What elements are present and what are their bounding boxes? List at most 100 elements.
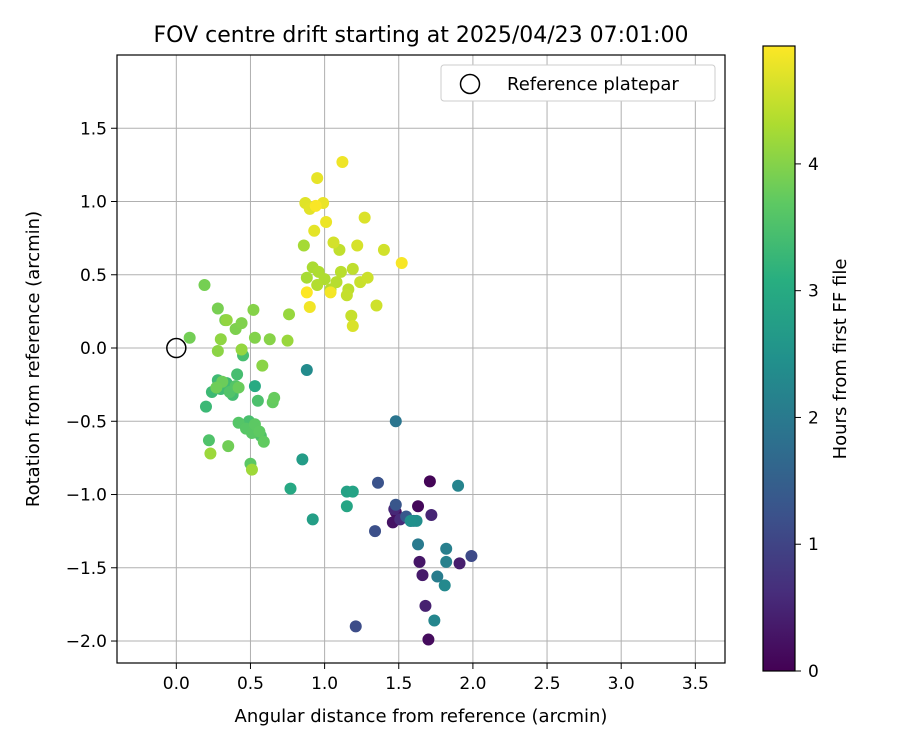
data-point (204, 447, 217, 460)
data-point (257, 435, 270, 448)
data-point (416, 569, 429, 582)
y-tick-label: −1.0 (66, 486, 107, 506)
x-axis-label: Angular distance from reference (arcmin) (235, 706, 608, 727)
data-point (413, 555, 426, 568)
data-point (210, 381, 223, 394)
data-point (199, 400, 212, 413)
y-ticks: −2.0 −1.5 −1.0 −0.5 0.0 0.5 1.0 1.5 (66, 119, 117, 652)
colorbar-gradient (762, 45, 796, 672)
data-point (247, 303, 260, 316)
data-point (303, 300, 316, 313)
x-tick-label: 3.0 (608, 674, 635, 694)
data-point (300, 271, 313, 284)
y-tick-label: 1.5 (80, 119, 107, 139)
data-point (281, 334, 294, 347)
data-point (311, 279, 324, 292)
data-point (183, 331, 196, 344)
data-point (232, 381, 245, 394)
data-point (220, 314, 233, 327)
data-points (183, 155, 478, 646)
x-tick-label: 3.5 (682, 674, 709, 694)
data-point (465, 550, 478, 563)
data-point (211, 344, 224, 357)
data-point (438, 579, 451, 592)
data-point (251, 394, 264, 407)
data-point (297, 239, 310, 252)
data-point (245, 463, 258, 476)
data-point (248, 380, 261, 393)
data-point (377, 243, 390, 256)
colorbar-label: Hours from first FF file (830, 259, 851, 460)
data-point (320, 216, 333, 229)
data-point (296, 453, 309, 466)
data-point (268, 391, 281, 404)
data-point (334, 265, 347, 278)
data-point (263, 333, 276, 346)
x-tick-label: 2.0 (459, 674, 486, 694)
y-tick-label: −2.0 (66, 632, 107, 652)
data-point (306, 513, 319, 526)
data-point (371, 476, 384, 489)
y-tick-label: 1.0 (80, 193, 107, 213)
data-point (431, 570, 444, 583)
chart-title: FOV centre drift starting at 2025/04/23 … (154, 23, 689, 48)
x-tick-label: 0.0 (163, 674, 190, 694)
data-point (440, 555, 453, 568)
y-tick-label: −1.5 (66, 559, 107, 579)
reference-platepar-marker (166, 337, 187, 359)
colorbar-tick-label: 3 (808, 282, 819, 302)
data-point (235, 317, 248, 330)
legend-box (440, 64, 716, 102)
data-point (358, 211, 371, 224)
data-point (222, 440, 235, 453)
x-tick-label: 1.5 (385, 674, 412, 694)
data-point (452, 479, 465, 492)
data-point (235, 343, 248, 356)
data-point (440, 542, 453, 555)
data-point (422, 633, 435, 646)
data-point (419, 599, 432, 612)
legend-entry-reference-platepar: Reference platepar (507, 74, 679, 95)
data-point (284, 482, 297, 495)
data-point (425, 509, 438, 522)
data-point (214, 333, 227, 346)
data-point (311, 172, 324, 185)
data-point (395, 257, 408, 270)
legend: Reference platepar (440, 64, 716, 102)
x-tick-label: 1.0 (311, 674, 338, 694)
colorbar-ticks: 0 1 2 3 4 (795, 155, 819, 682)
data-point (340, 289, 353, 302)
data-point (324, 286, 337, 299)
data-point (428, 614, 441, 627)
data-point (370, 299, 383, 312)
data-point (404, 514, 417, 527)
data-point (283, 308, 296, 321)
data-point (412, 500, 425, 513)
data-point (211, 302, 224, 315)
data-point (345, 309, 358, 322)
data-point (309, 199, 322, 212)
data-point (231, 368, 244, 381)
colorbar-tick-label: 2 (808, 408, 819, 428)
x-ticks: 0.0 0.5 1.0 1.5 2.0 2.5 3.0 3.5 (163, 663, 709, 694)
legend-reference-marker (459, 73, 481, 95)
y-tick-label: −0.5 (66, 412, 107, 432)
data-point (248, 331, 261, 344)
colorbar: 0 1 2 3 4 Hours from first FF file (762, 45, 851, 682)
data-point (389, 415, 402, 428)
data-point (346, 485, 359, 498)
plot-frame (116, 54, 726, 664)
data-point (336, 155, 349, 168)
data-point (330, 276, 343, 289)
data-point (349, 620, 362, 633)
data-point (300, 363, 313, 376)
x-tick-label: 2.5 (534, 674, 561, 694)
data-point (253, 425, 266, 438)
data-point (346, 320, 359, 333)
data-point (198, 279, 211, 292)
data-point (412, 538, 425, 551)
data-point (351, 239, 364, 252)
data-point (256, 359, 269, 372)
colorbar-tick-label: 4 (808, 155, 819, 175)
data-point (423, 475, 436, 488)
